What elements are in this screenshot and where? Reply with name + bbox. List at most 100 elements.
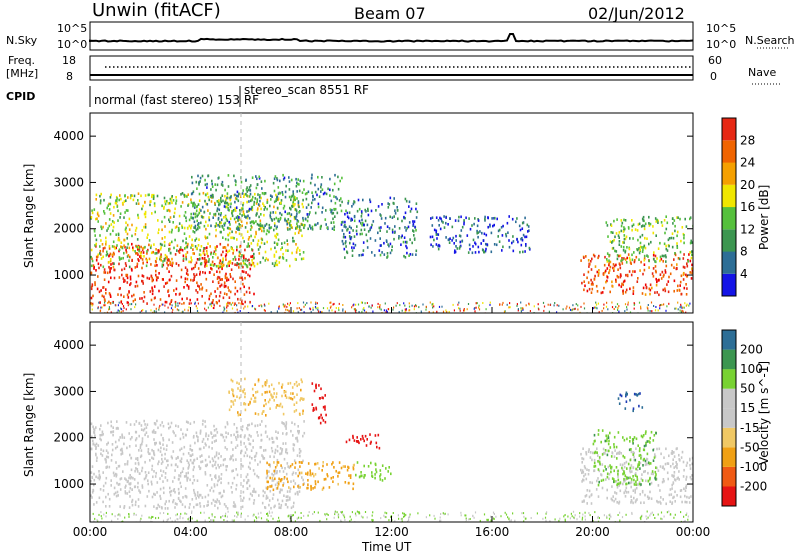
velocity-cell — [164, 502, 166, 506]
velocity-cell — [255, 451, 258, 455]
velocity-cell — [125, 484, 127, 488]
velocity-cell — [417, 512, 419, 515]
power-cell — [156, 194, 159, 198]
power-cell — [389, 242, 392, 246]
velocity-cell — [636, 394, 639, 397]
power-cell — [235, 180, 237, 183]
power-cell — [219, 213, 222, 217]
power-cell — [333, 195, 335, 198]
power-cell — [290, 207, 292, 211]
power-cell — [664, 254, 667, 257]
power-cell — [302, 179, 305, 183]
power-cell — [352, 202, 355, 206]
velocity-cell — [192, 461, 195, 465]
power-cell — [674, 224, 676, 228]
power-cell — [611, 301, 613, 304]
velocity-cell — [634, 500, 637, 504]
power-cell — [107, 227, 109, 230]
power-cell — [173, 211, 176, 215]
power-cell — [99, 249, 102, 253]
power-cell — [227, 278, 230, 282]
power-cell — [403, 302, 405, 305]
power-cell — [281, 246, 283, 249]
power-cell — [345, 225, 347, 229]
velocity-cell — [613, 480, 616, 483]
power-cell — [256, 208, 259, 212]
power-cell — [348, 235, 351, 238]
power-cell — [294, 257, 297, 261]
power-cell — [110, 311, 112, 313]
velocity-cell — [129, 495, 131, 498]
velocity-cell — [384, 515, 386, 518]
power-cell — [103, 295, 105, 299]
power-cell — [151, 279, 154, 283]
velocity-cell — [94, 517, 96, 520]
velocity-cell — [116, 445, 119, 449]
power-cell — [248, 236, 251, 239]
velocity-cell — [280, 479, 282, 483]
velocity-cell — [261, 393, 263, 396]
power-cell — [619, 254, 622, 257]
power-cell — [188, 224, 191, 228]
power-cell — [120, 293, 122, 297]
velocity-cell — [493, 513, 495, 515]
power-cell — [282, 173, 284, 177]
power-cell — [627, 301, 629, 304]
power-cell — [288, 212, 291, 215]
power-cell — [459, 234, 462, 238]
power-cell — [264, 206, 266, 209]
power-cell — [652, 253, 655, 257]
velocity-cell — [244, 395, 246, 399]
power-cell — [294, 196, 296, 199]
velocity-cell — [122, 470, 124, 473]
velocity-cell — [262, 494, 265, 498]
velocity-cell — [191, 449, 194, 452]
power-cell — [238, 266, 240, 269]
power-cell — [250, 255, 252, 258]
power-cell — [264, 304, 266, 307]
velocity-cell — [611, 485, 613, 488]
velocity-cell — [689, 475, 692, 479]
power-cell — [543, 309, 545, 312]
power-cell — [463, 222, 465, 226]
power-cell — [221, 194, 224, 197]
velocity-cell — [681, 500, 683, 504]
velocity-cell — [136, 468, 139, 471]
power-cell — [204, 263, 207, 266]
power-cell — [148, 257, 151, 261]
power-cell — [214, 201, 216, 205]
power-cell — [170, 199, 172, 202]
power-cell — [224, 276, 227, 280]
velocity-cell — [352, 487, 354, 491]
power-cell — [622, 283, 624, 287]
power-cell — [236, 225, 239, 229]
power-cell — [620, 245, 623, 248]
velocity-cell — [605, 478, 607, 481]
power-cell — [676, 263, 678, 266]
velocity-cell — [691, 456, 693, 460]
power-cell — [676, 289, 679, 292]
velocity-cell — [124, 463, 126, 466]
velocity-cell — [287, 495, 289, 498]
velocity-cell — [195, 503, 198, 507]
colorbar-swatch — [722, 162, 736, 185]
power-cell — [229, 290, 232, 294]
power-cell — [664, 289, 667, 293]
velocity-cell — [141, 466, 144, 470]
power-cell — [218, 212, 220, 216]
velocity-cell — [218, 475, 220, 478]
power-cell — [225, 272, 227, 276]
power-cell — [123, 244, 125, 247]
velocity-cell — [172, 489, 175, 492]
power-cell — [276, 177, 278, 180]
power-cell — [396, 209, 399, 212]
power-cell — [437, 244, 439, 248]
power-cell — [630, 273, 633, 277]
velocity-cell — [487, 519, 489, 522]
power-cell — [194, 215, 197, 219]
power-cell — [226, 201, 229, 205]
power-cell — [215, 264, 218, 268]
velocity-cell — [212, 498, 215, 502]
power-cell — [196, 219, 198, 223]
power-cell — [671, 232, 674, 235]
